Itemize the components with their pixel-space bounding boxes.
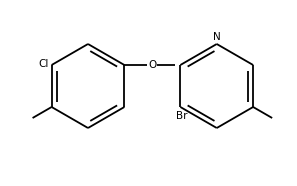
Text: Cl: Cl <box>38 59 49 69</box>
Text: Br: Br <box>176 111 187 121</box>
Text: N: N <box>213 32 221 42</box>
Text: O: O <box>148 60 157 70</box>
